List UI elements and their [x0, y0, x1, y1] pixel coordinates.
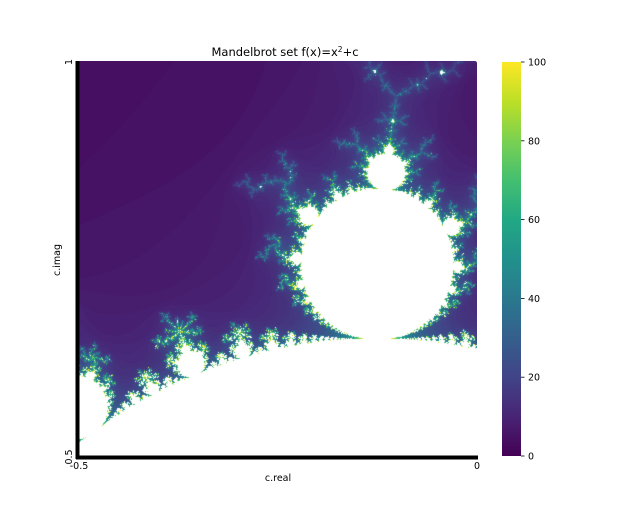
colorbar-tick-label: 0 — [528, 452, 534, 463]
x-axis-label: c.real — [265, 473, 291, 484]
colorbar-tick-label: 60 — [528, 215, 540, 226]
colorbar-tick-label: 20 — [528, 373, 540, 384]
colorbar-tick-label: 80 — [528, 136, 540, 147]
x-tick-label: 0 — [474, 461, 480, 472]
x-tick-label: -0.5 — [70, 461, 89, 472]
heatmap-canvas — [79, 61, 477, 458]
colorbar-tick-label: 40 — [528, 294, 540, 305]
chart-title: Mandelbrot set f(x)=x2+c — [211, 45, 358, 59]
y-tick-label: 0.5 — [64, 449, 75, 464]
colorbar-ticks: 0 20 40 60 80 100 — [521, 58, 546, 463]
colorbar — [502, 62, 521, 456]
colorbar-tick-label: 100 — [528, 58, 546, 69]
heatmap-container — [79, 61, 477, 458]
y-axis-label: c.imag — [52, 244, 63, 276]
y-tick-label: 1 — [64, 59, 75, 65]
